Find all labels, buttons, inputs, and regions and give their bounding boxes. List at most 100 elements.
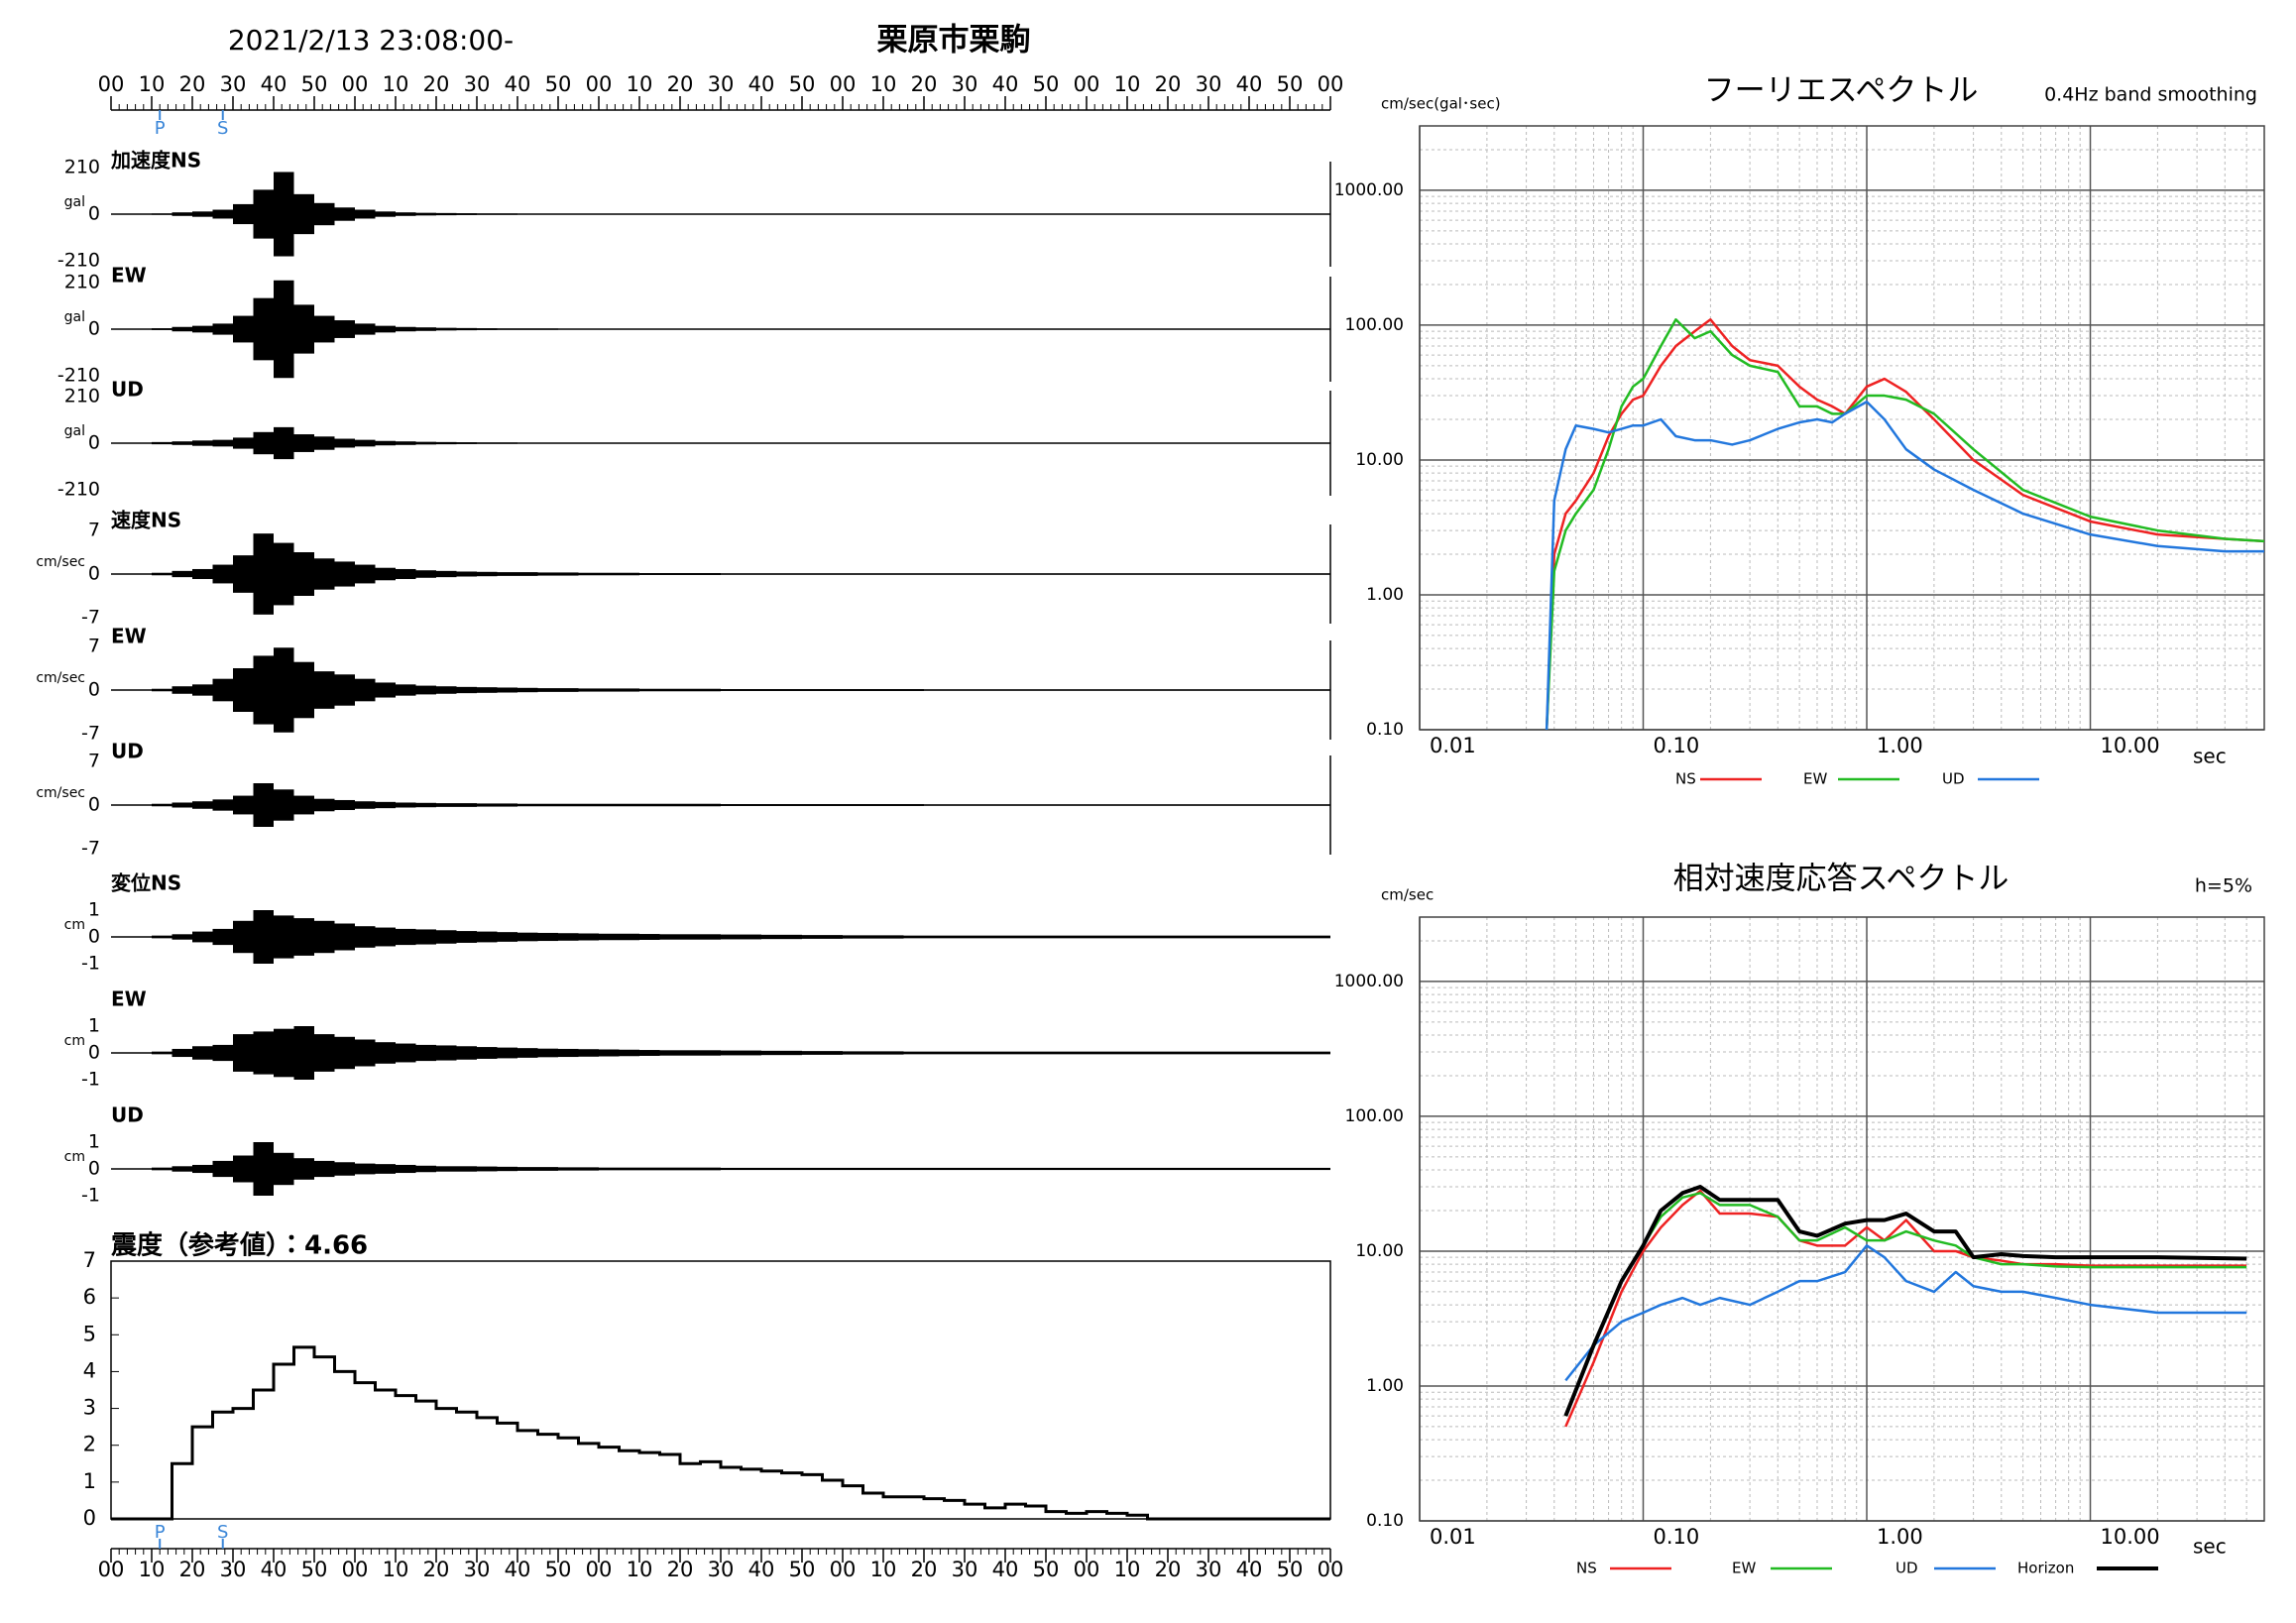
x-tick-label: 50 — [789, 1558, 816, 1581]
x-tick-label: 00 — [342, 1558, 369, 1581]
y-tick-label: 4 — [83, 1358, 96, 1382]
x-tick-label: 10 — [1114, 72, 1141, 96]
y-tick-label: 1000.00 — [1334, 180, 1404, 200]
x-tick-label: 20 — [667, 72, 694, 96]
chart-subtitle: 0.4Hz band smoothing — [2044, 84, 2257, 106]
legend-label: NS — [1576, 1560, 1597, 1577]
y-tick-label: 5 — [83, 1322, 96, 1345]
x-tick-label: 00 — [1318, 1558, 1344, 1581]
y-tick-label: 6 — [83, 1285, 96, 1309]
y-tick-label: 0 — [88, 432, 100, 454]
series-line — [1564, 1244, 2247, 1382]
x-tick-label: 40 — [1236, 1558, 1263, 1581]
x-tick-label: 00 — [98, 1558, 125, 1581]
intensity-line — [111, 1345, 1330, 1521]
trace-unit: cm — [64, 917, 85, 933]
y-tick-label: 210 — [64, 386, 100, 407]
x-tick-label: 00 — [830, 72, 857, 96]
trace-unit: cm — [64, 1033, 85, 1049]
x-tick-label: 40 — [1236, 72, 1263, 96]
x-tick-label: 10 — [139, 72, 166, 96]
x-tick-label: 10 — [383, 1558, 409, 1581]
x-tick-label: 30 — [220, 1558, 247, 1581]
x-tick-label: 40 — [992, 1558, 1019, 1581]
x-tick-label: 30 — [220, 72, 247, 96]
x-tick-label: 10 — [627, 72, 653, 96]
y-tick-label: 10.00 — [1355, 1241, 1404, 1261]
legend-label: Horizon — [2017, 1560, 2074, 1577]
phase-label: S — [217, 118, 228, 139]
y-tick-label: -210 — [57, 479, 100, 501]
y-tick-label: 3 — [83, 1396, 96, 1420]
x-tick-label: 00 — [830, 1558, 857, 1581]
series-line — [1563, 1185, 2247, 1417]
y-tick-label: 0 — [88, 203, 100, 225]
legend-label: UD — [1895, 1560, 1918, 1577]
y-tick-label: 0.10 — [1366, 720, 1404, 740]
x-tick-label: 20 — [1155, 1558, 1182, 1581]
x-tick-label: 10.00 — [2101, 1525, 2160, 1549]
legend-label: EW — [1732, 1560, 1756, 1577]
trace-label: UD — [111, 740, 144, 763]
y-tick-label: -7 — [81, 838, 100, 860]
x-tick-label: 0.01 — [1430, 734, 1476, 757]
x-tick-label: 00 — [1074, 72, 1100, 96]
x-tick-label: 40 — [505, 1558, 531, 1581]
chart-title: フーリエスペクトル — [1704, 73, 1979, 109]
x-tick-label: 0.10 — [1654, 1525, 1700, 1549]
y-tick-label: 0 — [88, 1042, 100, 1064]
y-tick-label: 1.00 — [1366, 585, 1404, 605]
x-tick-label: 50 — [301, 1558, 328, 1581]
plot-frame — [1419, 916, 2265, 1522]
x-tick-label: 30 — [952, 72, 978, 96]
x-tick-label: 1.00 — [1877, 1525, 1923, 1549]
x-tick-label: 20 — [667, 1558, 694, 1581]
x-tick-label: 00 — [1318, 72, 1344, 96]
legend-label: NS — [1675, 770, 1696, 788]
y-tick-label: -1 — [81, 953, 100, 975]
station-name: 栗原市栗駒 — [877, 23, 1031, 58]
y-tick-label: 0 — [88, 794, 100, 816]
x-tick-label: 20 — [423, 1558, 450, 1581]
y-tick-label: 0 — [88, 318, 100, 340]
x-tick-label: 00 — [98, 72, 125, 96]
y-tick-label: 0 — [83, 1506, 96, 1530]
trace-unit: cm/sec — [36, 670, 85, 686]
trace-label: UD — [111, 378, 144, 402]
x-tick-label: 30 — [952, 1558, 978, 1581]
record-time: 2021/2/13 23:08:00- — [228, 24, 514, 57]
chart-subtitle: h=5% — [2195, 875, 2252, 897]
x-tick-label: 20 — [423, 72, 450, 96]
y-axis-unit: cm/sec — [1381, 886, 1434, 904]
x-tick-label: 50 — [545, 1558, 572, 1581]
trace-label: 加速度NS — [110, 149, 201, 173]
x-tick-label: 00 — [342, 72, 369, 96]
x-tick-label: 50 — [1033, 1558, 1060, 1581]
x-axis-unit: sec — [2193, 1535, 2227, 1559]
x-tick-label: 1.00 — [1877, 734, 1923, 757]
x-tick-label: 10 — [627, 1558, 653, 1581]
x-tick-label: 00 — [586, 72, 613, 96]
y-tick-label: 0 — [88, 926, 100, 948]
y-tick-label: 0 — [88, 563, 100, 585]
legend-label: EW — [1803, 770, 1827, 788]
trace-unit: gal — [64, 423, 85, 439]
x-tick-label: 40 — [748, 1558, 775, 1581]
y-tick-label: 1 — [88, 899, 100, 921]
x-tick-label: 20 — [911, 72, 938, 96]
trace-label: 速度NS — [111, 509, 181, 532]
y-tick-label: 1 — [83, 1469, 96, 1493]
x-tick-label: 10.00 — [2101, 734, 2160, 757]
trace-label: 変位NS — [111, 871, 181, 895]
x-tick-label: 10 — [870, 1558, 897, 1581]
y-tick-label: 7 — [88, 751, 100, 772]
y-tick-label: 7 — [83, 1248, 96, 1272]
y-tick-label: 100.00 — [1345, 1106, 1404, 1126]
x-tick-label: 40 — [992, 72, 1019, 96]
y-tick-label: -7 — [81, 607, 100, 629]
trace-label: UD — [111, 1103, 144, 1127]
series-line — [1545, 318, 2265, 731]
y-tick-label: 0 — [88, 679, 100, 701]
x-tick-label: 30 — [1196, 1558, 1222, 1581]
y-tick-label: 1 — [88, 1131, 100, 1153]
